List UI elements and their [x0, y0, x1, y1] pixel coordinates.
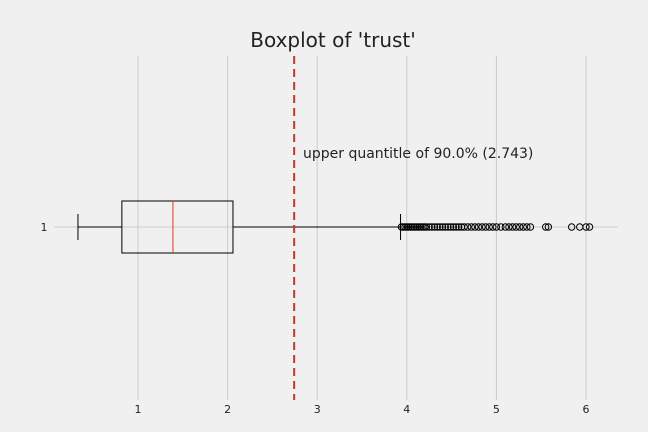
outlier-point — [544, 223, 553, 231]
outlier-point — [481, 223, 490, 231]
outlier-point — [485, 223, 493, 231]
outlier-point — [478, 223, 486, 231]
outlier-point — [474, 223, 483, 231]
outlier-point — [452, 223, 460, 231]
x-tick-label-5: 5 — [493, 403, 500, 416]
outlier-point — [489, 223, 497, 231]
outlier-point — [505, 223, 513, 231]
outlier-point — [492, 223, 501, 231]
outlier-point — [512, 223, 520, 231]
outlier-point — [515, 223, 524, 231]
reference-line-annotation: upper quantitle of 90.0% (2.743) — [303, 146, 533, 162]
outlier-point — [567, 223, 576, 231]
outlier-point — [441, 223, 450, 231]
outlier-point — [433, 223, 441, 231]
x-tick-label-3: 3 — [314, 403, 321, 416]
outlier-point — [438, 223, 447, 231]
outlier-point — [428, 223, 436, 231]
outlier-point — [447, 223, 455, 231]
outlier-point — [444, 223, 452, 231]
x-tick-label-6: 6 — [583, 403, 590, 416]
outlier-point — [501, 223, 510, 231]
outlier-point — [585, 223, 594, 231]
outlier-point — [449, 223, 458, 231]
y-tick-label-1: 1 — [41, 221, 48, 234]
outlier-point — [519, 223, 527, 231]
outlier-point — [471, 223, 479, 231]
outliers-group — [397, 223, 594, 231]
iqr-box — [121, 200, 234, 254]
outlier-point — [460, 223, 468, 231]
chart-title: Boxplot of 'trust' — [250, 28, 416, 52]
outlier-point — [526, 223, 535, 231]
x-tick-label-2: 2 — [224, 403, 231, 416]
outlier-point — [541, 223, 550, 231]
tick-labels: 1 2 3 4 5 6 1 — [41, 221, 590, 416]
outlier-point — [467, 223, 476, 231]
x-tick-label-4: 4 — [403, 403, 410, 416]
x-tick-label-1: 1 — [135, 403, 142, 416]
box-group — [77, 200, 402, 254]
outlier-point — [582, 223, 590, 231]
outlier-point — [430, 223, 439, 231]
outlier-point — [508, 223, 517, 231]
outlier-point — [422, 223, 431, 231]
outlier-point — [425, 223, 433, 231]
outlier-point — [523, 223, 531, 231]
outlier-point — [436, 223, 444, 231]
outlier-point — [455, 223, 463, 231]
outlier-point — [497, 223, 505, 231]
outlier-point — [464, 223, 472, 231]
